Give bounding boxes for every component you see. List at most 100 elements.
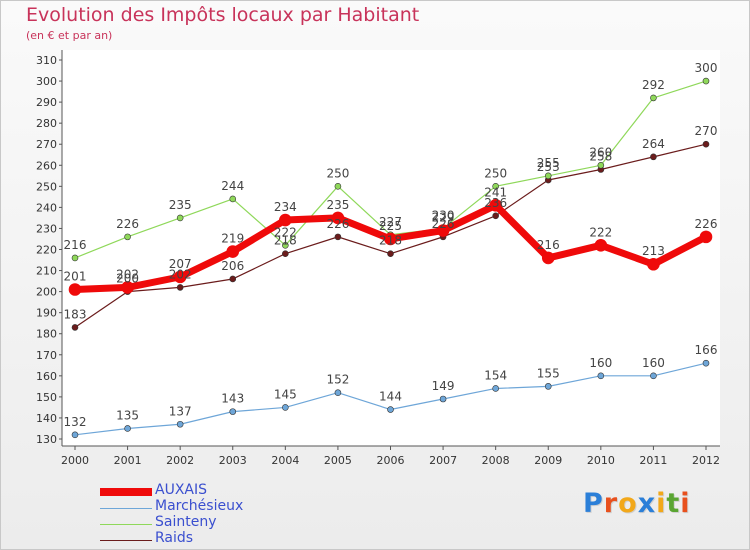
data-point — [492, 183, 499, 190]
y-tick-label: 130 — [36, 433, 57, 446]
y-tick-label: 250 — [36, 180, 57, 193]
data-label: 226 — [326, 217, 349, 231]
y-tick-label: 300 — [36, 75, 57, 88]
data-label: 137 — [169, 404, 192, 418]
x-tick-label: 2002 — [166, 454, 194, 467]
data-point — [71, 254, 79, 262]
chart-subtitle: (en € et par an) — [26, 29, 113, 42]
data-point — [647, 257, 660, 271]
data-label: 143 — [221, 392, 244, 406]
data-label: 235 — [169, 198, 192, 212]
data-label: 149 — [432, 379, 455, 393]
data-label: 226 — [116, 217, 139, 231]
plot-area — [62, 50, 720, 446]
x-tick-label: 2009 — [534, 454, 562, 467]
data-point — [650, 372, 657, 380]
data-label: 229 — [432, 211, 455, 225]
data-point — [229, 195, 237, 203]
data-point — [384, 232, 397, 246]
data-point — [387, 250, 394, 258]
legend-label: AUXAIS — [155, 482, 208, 498]
data-label: 213 — [642, 244, 665, 258]
data-label: 155 — [537, 366, 560, 380]
data-point — [124, 233, 131, 241]
data-label: 255 — [537, 156, 560, 170]
data-label: 236 — [484, 196, 507, 210]
x-tick-label: 2000 — [61, 454, 89, 467]
data-point — [541, 251, 555, 265]
data-label: 264 — [642, 137, 665, 151]
data-label: 225 — [379, 219, 402, 233]
data-point — [702, 359, 710, 367]
y-tick-label: 200 — [36, 286, 57, 299]
legend-swatch — [100, 523, 152, 525]
data-point — [176, 284, 184, 291]
data-label: 202 — [169, 267, 192, 281]
y-tick-label: 280 — [36, 117, 57, 130]
data-label: 160 — [589, 356, 612, 370]
data-point — [279, 213, 292, 227]
x-tick-label: 2005 — [324, 454, 352, 467]
x-tick-label: 2006 — [377, 454, 405, 467]
y-tick-label: 260 — [36, 159, 57, 172]
data-point — [650, 153, 657, 161]
data-point — [71, 324, 79, 331]
y-tick-label: 150 — [36, 391, 57, 404]
x-tick-label: 2010 — [587, 454, 615, 467]
data-point — [492, 212, 499, 220]
x-tick-label: 2011 — [639, 454, 667, 467]
data-label: 258 — [589, 149, 612, 163]
y-tick-label: 140 — [36, 412, 57, 425]
data-label: 144 — [379, 390, 402, 404]
y-tick-label: 310 — [36, 54, 57, 67]
data-label: 216 — [64, 238, 87, 252]
data-point — [702, 140, 710, 148]
data-point — [334, 183, 342, 190]
data-label: 241 — [484, 185, 507, 199]
data-label: 202 — [116, 267, 139, 281]
legend-label: Marchésieux — [155, 498, 244, 514]
y-tick-label: 180 — [36, 328, 57, 341]
data-point — [544, 383, 552, 390]
data-point — [176, 214, 184, 222]
data-point — [699, 230, 713, 244]
y-tick-label: 270 — [36, 138, 57, 151]
data-point — [282, 241, 289, 249]
data-label: 216 — [537, 238, 560, 252]
data-point — [489, 198, 502, 212]
logo-letter: t — [666, 488, 681, 519]
data-label: 222 — [589, 225, 612, 239]
data-point — [334, 389, 342, 396]
data-label: 250 — [326, 166, 349, 180]
data-point — [68, 283, 82, 296]
data-label: 292 — [642, 78, 665, 92]
y-tick-label: 160 — [36, 370, 57, 383]
data-point — [597, 161, 605, 169]
data-label: 227 — [379, 215, 402, 229]
data-label: 200 — [116, 272, 139, 286]
data-label: 154 — [484, 368, 507, 382]
data-label: 222 — [274, 225, 297, 239]
logo-letter: i — [656, 488, 667, 519]
data-point — [650, 94, 657, 102]
data-label: 253 — [537, 160, 560, 174]
data-label: 218 — [274, 234, 297, 248]
data-label: 160 — [642, 356, 665, 370]
logo-letter: r — [603, 488, 619, 519]
y-tick-label: 230 — [36, 222, 57, 235]
legend-label: Sainteny — [155, 514, 217, 530]
data-label: 166 — [695, 343, 718, 357]
x-tick-label: 2008 — [482, 454, 510, 467]
data-label: 226 — [695, 217, 718, 231]
data-point — [282, 250, 289, 258]
legend-swatch — [100, 488, 152, 496]
data-point — [121, 281, 134, 294]
data-label: 270 — [695, 124, 718, 138]
logo-letter: o — [618, 488, 638, 519]
data-label: 244 — [221, 179, 244, 193]
proxiti-logo: Proxiti — [583, 488, 691, 519]
data-label: 219 — [221, 232, 244, 246]
legend-swatch — [100, 539, 152, 541]
data-point — [229, 275, 237, 283]
